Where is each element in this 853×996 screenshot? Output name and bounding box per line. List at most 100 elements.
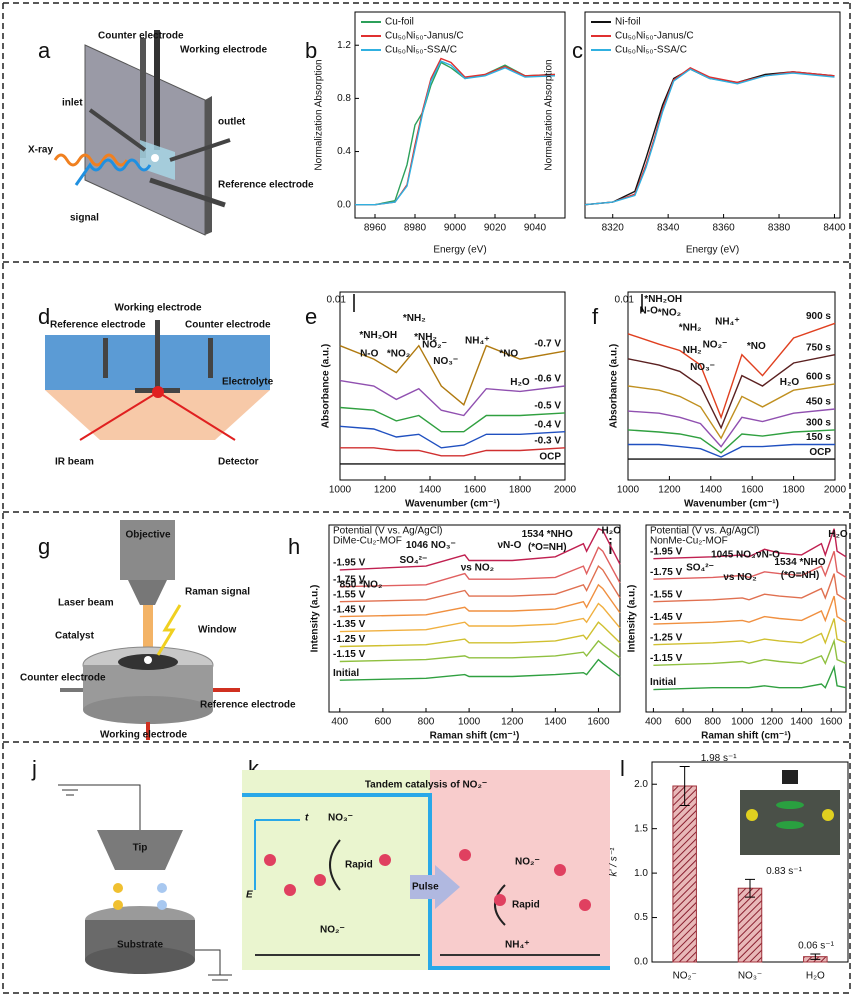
series-label: -0.5 V <box>534 400 561 411</box>
value-label: 0.06 s⁻¹ <box>798 941 835 952</box>
series-label: -1.95 V <box>333 558 366 569</box>
diagram-label: NO₂⁻ <box>515 857 540 868</box>
peak-annotation: 1534 *NHO <box>774 557 825 568</box>
x-tick-label: 8980 <box>404 223 427 234</box>
x-tick-label: 9000 <box>444 223 467 234</box>
x-tick-label: 1200 <box>658 485 681 496</box>
y-tick-label: 0.4 <box>337 146 351 157</box>
plot-frame <box>585 12 840 218</box>
x-tick-label: 600 <box>375 717 392 728</box>
panel-label: f <box>592 304 599 329</box>
diagram-label: Reference electrode <box>50 320 146 331</box>
inset-illustration <box>740 770 840 855</box>
diagram-label: Reference electrode <box>218 180 314 191</box>
bar <box>738 888 762 962</box>
x-tick-label: 8340 <box>657 223 680 234</box>
y-tick-label: 1.5 <box>634 823 648 834</box>
y-tick-label: 1.0 <box>634 868 648 879</box>
series-label: 300 s <box>806 418 831 429</box>
peak-annotation: *NO₂ <box>387 349 410 360</box>
value-label: 0.83 s⁻¹ <box>766 866 803 877</box>
series-line <box>585 69 835 205</box>
peak-annotation: νs NO₂ <box>461 563 494 574</box>
peak-annotation: NH₄⁺ <box>465 336 490 347</box>
series-line <box>340 426 565 448</box>
x-tick-label: 1600 <box>820 717 843 728</box>
series-label: -1.95 V <box>650 546 683 557</box>
x-tick-label: 400 <box>331 717 348 728</box>
x-tick-label: 800 <box>418 717 435 728</box>
peak-annotation: SO₄²⁻ <box>686 563 714 574</box>
y-tick-label: 0.8 <box>337 93 351 104</box>
x-tick-label: 1200 <box>501 717 524 728</box>
diagram-label: Counter electrode <box>20 673 106 684</box>
series-line <box>340 660 620 681</box>
diagram-label: Laser beam <box>58 598 114 609</box>
x-tick-label: 8960 <box>364 223 387 234</box>
x-tick-label: 1200 <box>761 717 784 728</box>
peak-annotation: NO₃⁻ <box>433 356 458 367</box>
y-axis-label: Normalization Absorption <box>544 59 555 170</box>
x-axis-label: Energy (eV) <box>686 245 739 256</box>
series-label: -0.7 V <box>534 339 561 350</box>
series-label: -1.25 V <box>333 634 366 645</box>
raman-cell-diagram: Objective Laser beam Raman signal Window… <box>20 520 296 741</box>
series-label: OCP <box>809 447 831 458</box>
diagram-label: Objective <box>125 530 170 541</box>
series-label: -1.45 V <box>650 612 683 623</box>
diagram-label: Tip <box>133 843 148 854</box>
x-axis-label: Energy (eV) <box>433 245 486 256</box>
series-line <box>340 641 620 662</box>
peak-annotation: (*O=NH) <box>781 570 820 581</box>
x-tick-label: 1400 <box>700 485 723 496</box>
plot-note: NonMe-Cu₂-MOF <box>650 536 728 547</box>
series-label: -1.55 V <box>333 589 366 600</box>
y-tick-label: 0.5 <box>634 912 648 923</box>
series-line <box>585 68 835 205</box>
y-axis-label: Intensity (a.u.) <box>627 585 638 653</box>
x-tick-label: 1600 <box>587 717 610 728</box>
series-label: -1.35 V <box>333 619 366 630</box>
peak-annotation: NO₂⁻ <box>703 339 728 350</box>
peak-annotation: *NH₂OH <box>644 294 682 305</box>
series-line <box>628 409 835 447</box>
category-label: NO₃⁻ <box>738 971 762 982</box>
diagram-label: Working electrode <box>114 303 201 314</box>
peak-annotation: 850 *NO₂ <box>340 579 383 590</box>
x-tick-label: 1000 <box>458 717 481 728</box>
x-tick-label: 1800 <box>782 485 805 496</box>
peak-annotation: (*O=NH) <box>528 542 567 553</box>
x-tick-label: 1800 <box>509 485 532 496</box>
peak-annotation: NH₄⁺ <box>715 317 740 328</box>
series-line <box>355 59 555 205</box>
cell-diagram: Counter electrode Working electrode inle… <box>28 30 314 235</box>
diagram-label: NO₃⁻ <box>328 813 353 824</box>
series-label: 450 s <box>806 397 831 408</box>
peak-annotation: *NO₂ <box>658 307 681 318</box>
peak-annotation: νs NO₂ <box>723 572 756 583</box>
x-tick-label: 400 <box>645 717 662 728</box>
x-tick-label: 8380 <box>768 223 791 234</box>
panel-label: a <box>38 38 51 63</box>
x-tick-label: 9020 <box>484 223 507 234</box>
panel-label: b <box>305 38 317 63</box>
y-axis-label: k' / s⁻¹ <box>609 847 620 877</box>
series-label: -1.25 V <box>650 632 683 643</box>
peak-annotation: SO₄²⁻ <box>399 555 427 566</box>
diagram-label: X-ray <box>28 145 53 156</box>
x-tick-label: 1000 <box>731 717 754 728</box>
y-tick-label: 2.0 <box>634 779 648 790</box>
diagram-label: Rapid <box>345 860 373 871</box>
peak-annotation: *NH₂OH <box>359 330 397 341</box>
panel-label: g <box>38 534 50 559</box>
x-tick-label: 9040 <box>524 223 547 234</box>
tandem-diagram: Tandem catalysis of NO₂⁻ NO₃⁻ Rapid NO₂⁻… <box>242 770 610 970</box>
series-line <box>653 667 846 690</box>
series-line <box>628 430 835 453</box>
peak-annotation: NO₂⁻ <box>422 339 447 350</box>
diagram-label: Working electrode <box>180 45 267 56</box>
ir-cell-diagram: Working electrode Reference electrode Co… <box>45 303 274 468</box>
x-axis-label: Raman shift (cm⁻¹) <box>430 731 520 742</box>
y-axis-label: Normalization Absorption <box>314 59 325 170</box>
panel-label: l <box>620 756 625 781</box>
